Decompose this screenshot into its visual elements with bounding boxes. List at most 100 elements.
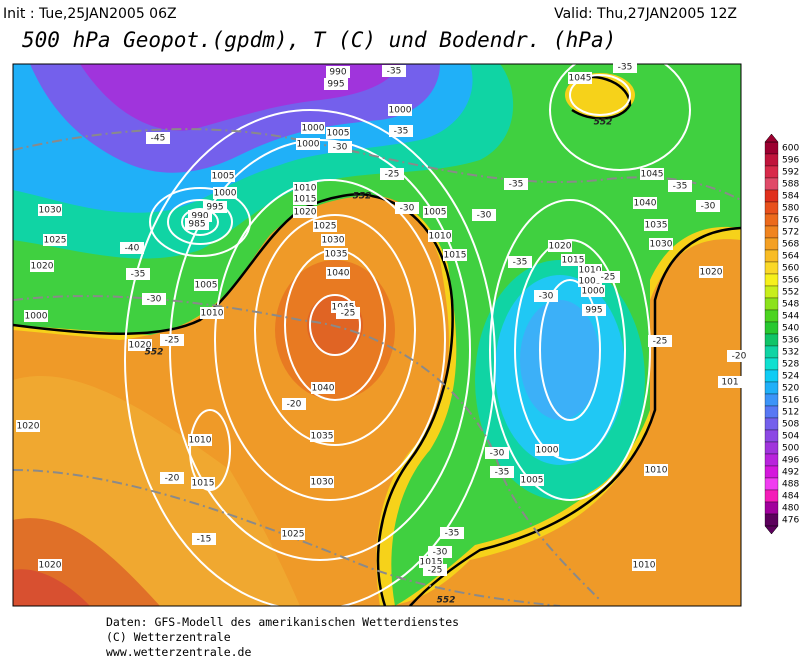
isobar-label: 1010 — [644, 464, 668, 476]
colorbar-label: 484 — [782, 492, 799, 502]
colorbar-label: 572 — [782, 228, 799, 238]
colorbar-swatch — [764, 285, 779, 299]
isobar-label-text: 1005 — [195, 281, 218, 291]
colorbar-swatch — [764, 153, 779, 167]
colorbar-swatch — [764, 225, 779, 239]
isotherm-label: -30 — [328, 141, 352, 153]
geopotential-label-text: 552 — [353, 192, 372, 202]
colorbar-swatch — [764, 177, 779, 191]
isobar-label: 1005 — [194, 279, 218, 291]
isobar-label-box — [535, 444, 559, 456]
isobar-label: 1010 — [632, 559, 656, 571]
isobar-label-text: 1000 — [389, 106, 412, 116]
isotherm-label-box — [395, 202, 419, 214]
isobar-label-box — [38, 559, 62, 571]
isobar-label-text: 1015 — [420, 558, 443, 568]
isotherm-label: -35 — [490, 466, 514, 478]
isobar-label-text: 1020 — [700, 268, 723, 278]
isotherm-label: -45 — [146, 132, 170, 144]
geopotential-label: 552 — [594, 118, 613, 128]
isotherm-label: -30 — [485, 447, 509, 459]
isobar-label-text: 990 — [329, 68, 346, 78]
isobar-label-text: 1005 — [424, 208, 447, 218]
isobar-label-text: 1035 — [645, 221, 668, 231]
isobar-label-box — [326, 66, 350, 78]
isobar-label: 995 — [324, 78, 348, 90]
isobar-label-text: 1025 — [44, 236, 67, 246]
isobar-label-box — [326, 127, 350, 139]
isobar-label: 1000 — [301, 122, 325, 134]
isobar-label-box — [326, 267, 350, 279]
isotherm-label-box — [142, 293, 166, 305]
isotherm-label: -20 — [727, 350, 751, 362]
isobar-label-box — [185, 218, 209, 230]
colorbar-label: 600 — [782, 144, 799, 154]
isobar-label: 1030 — [38, 204, 62, 216]
isotherm-label-text: -25 — [341, 309, 356, 319]
isotherm-label-box — [423, 564, 447, 576]
isobar-label: 1000 — [296, 138, 320, 150]
colorbar-swatch — [764, 513, 779, 527]
isobar-label-text: 1040 — [312, 384, 335, 394]
colorbar-label: 596 — [782, 156, 799, 166]
colorbar-swatch — [764, 417, 779, 431]
colorbar-label: 528 — [782, 360, 799, 370]
isobar-label-box — [321, 234, 345, 246]
isobar-label: 1015 — [191, 477, 215, 489]
isotherm-label-box — [382, 65, 406, 77]
isobar-label: 1000 — [213, 187, 237, 199]
isotherm-label: -35 — [668, 180, 692, 192]
isotherm-label-box — [613, 61, 637, 73]
isobar-label-text: 1015 — [444, 251, 467, 261]
isobar-label: 1015 — [293, 193, 317, 205]
isobar-label: 1020 — [38, 559, 62, 571]
isobar-label: 1035 — [644, 219, 668, 231]
isotherm-label: -35 — [613, 61, 637, 73]
isobar-label-box — [718, 376, 742, 388]
isobar-label-text: 1010 — [201, 309, 224, 319]
isobar-label-text: 1005 — [327, 129, 350, 139]
isobar-label-text: 1040 — [634, 199, 657, 209]
isotherm-label-text: -35 — [509, 180, 524, 190]
colorbar-label: 512 — [782, 408, 799, 418]
colorbar-label: 540 — [782, 324, 799, 334]
isotherm-label-box — [336, 307, 360, 319]
isotherm-label-text: -30 — [147, 295, 162, 305]
isobar-label: 1000 — [24, 310, 48, 322]
isotherm-label-text: -25 — [428, 566, 443, 576]
isobar-label: 1030 — [649, 238, 673, 250]
colorbar-swatch — [764, 297, 779, 311]
isobar-label-box — [128, 339, 152, 351]
isobar-label: 1020 — [699, 266, 723, 278]
colorbar-label: 500 — [782, 444, 799, 454]
isobar-label: 995 — [582, 304, 606, 316]
isobar-label-text: 995 — [206, 203, 223, 213]
isotherm-label: -30 — [696, 200, 720, 212]
colorbar-swatch — [764, 333, 779, 347]
isobar-label-text: 1020 — [17, 422, 40, 432]
isobar-label-text: 1020 — [129, 341, 152, 351]
isobar-label: 1045 — [640, 168, 664, 180]
isobar-label-text: 1045 — [641, 170, 664, 180]
isobar-label-box — [311, 382, 335, 394]
isobar-label-box — [293, 193, 317, 205]
isotherm-label: -30 — [472, 209, 496, 221]
isobar-label: 985 — [185, 218, 209, 230]
isotherms — [13, 128, 741, 606]
isobar-label: 1010 — [293, 182, 317, 194]
isobar-label-box — [632, 559, 656, 571]
isotherm-label-box — [440, 527, 464, 539]
isobar-label: 1000 — [535, 444, 559, 456]
colorbar-label: 520 — [782, 384, 799, 394]
isotherm-label-text: -45 — [151, 134, 166, 144]
isobar-label-text: 1020 — [39, 561, 62, 571]
isobar-label-text: 1015 — [192, 479, 215, 489]
colorbar-label: 504 — [782, 432, 799, 442]
isobar-label: 1005 — [211, 170, 235, 182]
isobar-label: 1005 — [423, 206, 447, 218]
trough-blue — [520, 300, 600, 420]
isotherm-label: -35 — [508, 256, 532, 268]
